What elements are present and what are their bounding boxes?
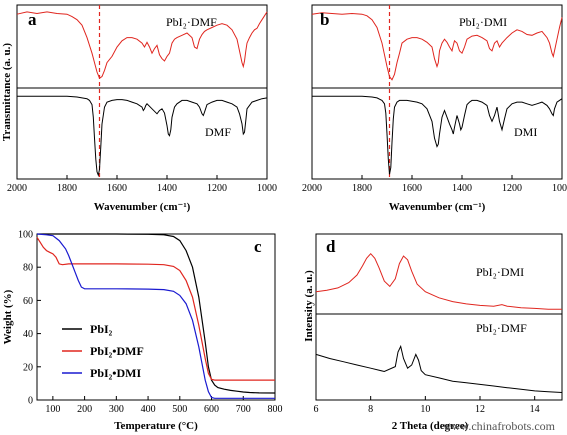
panel-d-letter: d xyxy=(326,237,336,256)
panel-d-ylabel: Intensity (a. u.) xyxy=(303,270,315,342)
panel-b-series-dmi xyxy=(312,95,563,175)
legend-label-pbi2-dmi: PbI₂•DMI xyxy=(90,366,141,380)
panel-b-xtick-label: 2000 xyxy=(302,183,322,194)
panel-a-ylabel: Transmittance (a. u.) xyxy=(1,43,13,142)
panel-c-tga: 100 200 300 400 500 600 700 800 0 20 40 60 80 100 c P… xyxy=(2,230,283,433)
watermark: www.chinafrobots.com xyxy=(443,419,556,433)
panel-a-top-label: PbI₂·DMF xyxy=(166,15,217,29)
panel-a-xlabel: Wavenumber (cm⁻¹) xyxy=(94,201,191,213)
panel-d-xtick-label: 10 xyxy=(420,404,430,415)
panel-c-ytick-label: 100 xyxy=(18,230,33,241)
panel-c-xtick-label: 300 xyxy=(109,404,124,415)
panel-a-x-ticks: 2000 1800 1600 1400 1200 1000 xyxy=(7,175,277,194)
panel-a-letter: a xyxy=(28,10,37,29)
panel-b-xtick-label: 1400 xyxy=(452,183,472,194)
panel-a-ftir-dmf: 2000 1800 1600 1400 1200 1000 a PbI₂·DMF DMF … xyxy=(1,4,277,213)
panel-d-xrd: 6 8 10 12 14 d PbI₂·DMI PbI₂·DMF Intensity (… xyxy=(303,233,563,432)
panel-b-xtick-label: 1200 xyxy=(502,183,522,194)
panel-b-xtick-label: 1800 xyxy=(352,183,372,194)
panel-a-xtick-label: 2000 xyxy=(7,183,27,194)
panel-c-ytick-label: 40 xyxy=(23,329,33,340)
panel-c-xtick-label: 800 xyxy=(268,404,283,415)
panel-b-x-ticks: 2000 1800 1600 1400 1200 1000 xyxy=(302,175,567,194)
panel-d-series-pbi2-dmf xyxy=(315,344,563,393)
panel-d-xtick-label: 6 xyxy=(314,404,319,415)
panel-d-xlabel: 2 Theta (degree) xyxy=(392,420,469,432)
panel-d-xtick-label: 14 xyxy=(530,404,540,415)
panel-c-xtick-label: 200 xyxy=(77,404,92,415)
panel-d-top-label: PbI₂·DMI xyxy=(476,265,524,279)
panel-b-top-label: PbI₂·DMI xyxy=(459,15,507,29)
panel-c-ylabel: Weight (%) xyxy=(2,289,14,344)
panel-a-xtick-label: 1000 xyxy=(257,183,277,194)
panel-b-bottom-label: DMI xyxy=(514,125,537,139)
panel-c-xtick-label: 100 xyxy=(45,404,60,415)
panel-b-xtick-label: 1000 xyxy=(552,183,567,194)
panel-b-series-pbi2-dmi xyxy=(311,12,563,81)
panel-d-x-ticks: 6 8 10 12 14 xyxy=(314,396,540,415)
panel-a-series-dmf xyxy=(17,95,268,177)
panel-c-xtick-label: 400 xyxy=(141,404,156,415)
panel-a-series-pbi2-dmf xyxy=(16,11,268,79)
panel-c-series-pbi2-dmi xyxy=(36,233,275,399)
panel-d-xtick-label: 8 xyxy=(368,404,373,415)
panel-b-letter: b xyxy=(320,10,329,29)
panel-a-xtick-label: 1400 xyxy=(157,183,177,194)
panel-d-frame xyxy=(315,233,563,401)
legend-label-pbi2-dmf: PbI₂•DMF xyxy=(90,344,144,358)
panel-c-ytick-label: 80 xyxy=(23,263,33,274)
panel-c-xlabel: Temperature (°C) xyxy=(114,420,198,432)
panel-d-series-pbi2-dmi xyxy=(315,252,562,310)
panel-a-frame xyxy=(16,4,268,180)
panel-c-ytick-label: 20 xyxy=(23,362,33,373)
panel-c-ytick-label: 60 xyxy=(23,296,33,307)
panel-a-xtick-label: 1600 xyxy=(107,183,127,194)
panel-d-xtick-label: 12 xyxy=(475,404,485,415)
panel-c-xtick-label: 700 xyxy=(236,404,251,415)
panel-a-bottom-label: DMF xyxy=(205,125,231,139)
panel-d-bottom-label: PbI₂·DMF xyxy=(476,321,527,335)
panel-c-frame xyxy=(36,233,276,401)
panel-b-xtick-label: 1600 xyxy=(402,183,422,194)
panel-c-series-pbi2 xyxy=(37,233,276,394)
panel-b-xlabel: Wavenumber (cm⁻¹) xyxy=(389,201,486,213)
panel-b-frame xyxy=(311,4,563,180)
panel-a-xtick-label: 1200 xyxy=(207,183,227,194)
panel-c-series-pbi2-dmf xyxy=(36,236,275,381)
panel-c-legend: PbI₂ PbI₂•DMF PbI₂•DMI xyxy=(62,322,144,380)
panel-a-xtick-label: 1800 xyxy=(57,183,77,194)
panel-c-xtick-label: 500 xyxy=(172,404,187,415)
panel-c-ticks: 100 200 300 400 500 600 700 800 0 20 40 60 80 100 xyxy=(18,230,283,416)
panel-c-letter: c xyxy=(254,237,262,256)
panel-c-xtick-label: 600 xyxy=(204,404,219,415)
legend-label-pbi2: PbI₂ xyxy=(90,322,113,336)
panel-c-ytick-label: 0 xyxy=(28,396,33,407)
